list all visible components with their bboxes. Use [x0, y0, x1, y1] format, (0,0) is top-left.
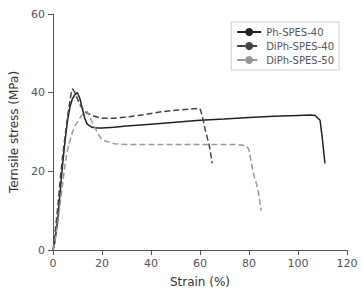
svg-text:Strain (%): Strain (%): [170, 275, 230, 289]
svg-text:Ternsile stress (MPa): Ternsile stress (MPa): [7, 71, 21, 194]
svg-text:80: 80: [242, 257, 256, 270]
svg-text:20: 20: [95, 257, 109, 270]
svg-text:20: 20: [31, 165, 45, 178]
svg-text:60: 60: [193, 257, 207, 270]
svg-text:0: 0: [49, 257, 56, 270]
svg-text:40: 40: [31, 86, 45, 99]
svg-text:60: 60: [31, 8, 45, 21]
svg-text:40: 40: [144, 257, 158, 270]
svg-text:Ph-SPES-40: Ph-SPES-40: [266, 27, 323, 38]
svg-text:120: 120: [337, 257, 358, 270]
svg-text:DiPh-SPES-50: DiPh-SPES-50: [266, 55, 334, 66]
svg-text:0: 0: [38, 244, 45, 257]
svg-text:100: 100: [287, 257, 308, 270]
svg-text:DiPh-SPES-40: DiPh-SPES-40: [266, 41, 334, 52]
